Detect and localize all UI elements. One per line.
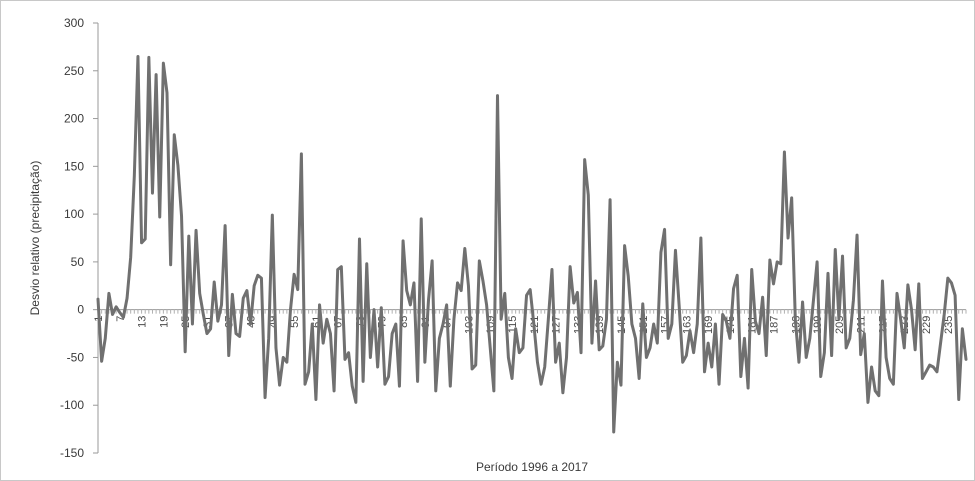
- x-tick-label: 55: [289, 316, 301, 328]
- y-axis-label: Desvio relativo (precipitação): [28, 161, 42, 316]
- y-tick-label: 100: [64, 207, 84, 221]
- x-tick-label: 205: [834, 316, 846, 334]
- x-tick-label: 19: [158, 316, 170, 328]
- x-tick-label: 229: [921, 316, 933, 334]
- y-tick-label: -100: [60, 398, 84, 412]
- y-tick-label: 250: [64, 64, 84, 78]
- y-tick-group: 300 250 200 150 100 50 0 -50 -100 -150: [60, 16, 98, 460]
- y-tick-label: 0: [77, 303, 84, 317]
- x-tick-group: 1 7 13 19 25 31 37 43 49 55 61 67 73 79 85 91 97 103 109 11…: [93, 309, 967, 334]
- x-tick-label: 7: [115, 316, 127, 322]
- y-tick-label: 200: [64, 112, 84, 126]
- x-axis-label: Período 1996 a 2017: [476, 460, 588, 474]
- x-tick-label: 169: [703, 316, 715, 334]
- y-tick-label: 300: [64, 16, 84, 30]
- axes-group: [97, 23, 966, 453]
- x-tick-label: 235: [943, 316, 955, 334]
- x-tick-label: 13: [137, 316, 149, 328]
- y-tick-label: -150: [60, 446, 84, 460]
- y-tick-label: 150: [64, 159, 84, 173]
- y-tick-label: 50: [71, 255, 85, 269]
- x-tick-label: 211: [856, 316, 868, 334]
- series-group: [96, 54, 968, 434]
- y-tick-label: -50: [67, 350, 85, 364]
- series-line: [96, 54, 968, 434]
- x-tick-label: 187: [769, 316, 781, 334]
